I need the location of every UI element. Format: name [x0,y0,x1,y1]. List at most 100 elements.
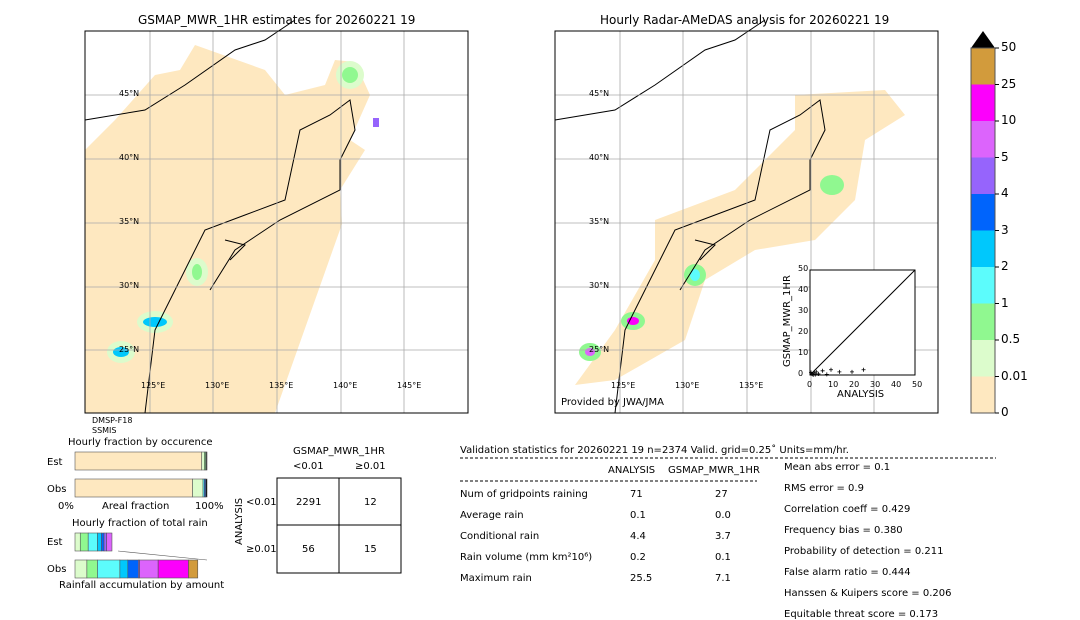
occurrence-est-segment [201,451,205,471]
occurrence-obs-segment [192,478,204,498]
rain-obs-segment [74,559,88,579]
colorbar-segment [971,230,995,267]
cont-cell-22: 15 [364,544,377,555]
scatter-xtick: 0 [807,380,813,389]
scatter-ytick: 30 [798,306,809,315]
right-lat-label: 35°N [589,217,610,226]
scatter-point [829,367,833,372]
stats-analysis-value: 0.2 [630,552,646,563]
stats-score: RMS error = 0.9 [784,483,864,494]
stats-header: Validation statistics for 20260221 19 n=… [460,445,849,456]
rain-est-segment [79,532,89,552]
cont-row-1: <0.01 [246,497,277,508]
stats-col-analysis: ANALYSIS [608,465,656,476]
scatter-point [816,371,821,376]
stats-score: Probability of detection = 0.211 [784,546,944,557]
scatter-diagonal [809,269,916,376]
rain-est-segment [101,532,105,552]
colorbar-tick-label: 25 [1001,76,1017,91]
right-lon-label: 135°E [739,381,764,390]
rain-est-segment [74,532,81,552]
stats-score: Correlation coeff = 0.429 [784,504,911,515]
left-lon-label: 135°E [269,381,294,390]
rain-est-label: Est [47,537,63,548]
contingency-title: GSMAP_MWR_1HR [293,446,385,457]
stats-analysis-value: 0.1 [630,510,646,521]
occurrence-est-segment [74,451,203,471]
stats-row-label: Average rain [460,510,524,521]
colorbar-tick-label: 0.01 [1001,368,1028,383]
left-lat-label: 40°N [119,153,140,162]
rain-obs-segment [119,559,129,579]
rain-obs-segment [139,559,159,579]
left-lon-label: 140°E [333,381,358,390]
rain-est-segment [106,532,113,552]
colorbar-tick-label: 0 [1001,405,1009,419]
credit-label: Provided by JWA/JMA [561,397,664,408]
colorbar-segment [971,376,995,413]
colorbar-tick-label: 4 [1001,186,1009,200]
left-lat-label: 25°N [119,345,140,354]
rain-obs-label: Obs [47,564,67,575]
scatter-ytick: 50 [798,264,809,273]
colorbar-segment [971,48,995,85]
rain-core [342,67,358,83]
rain-obs-segment [188,559,199,579]
colorbar-tick-label: 1 [1001,295,1009,310]
stats-row-label: Rain volume (mm km²10⁶) [460,552,593,563]
occ-0-label: 0% [58,501,74,512]
left-lon-label: 130°E [205,381,230,390]
cont-col-1: <0.01 [293,461,324,472]
rain-est-segment [97,532,102,552]
occ-100-label: 100% [195,501,224,512]
colorbar-tick-label: 3 [1001,222,1009,237]
stats-gsmap-value: 0.1 [715,552,731,563]
occurrence-obs-segment [205,478,208,498]
scatter-point [820,368,825,373]
scatter-ytick: 40 [798,285,809,294]
sensor-type-label: SSMIS [92,426,117,435]
scatter-point [861,367,866,372]
right-map-coverage [575,90,905,385]
right-lat-label: 40°N [589,153,610,162]
cont-cell-21: 56 [302,544,315,555]
scatter-point [814,369,819,374]
rain-max-cell [373,118,379,127]
colorbar-segment [971,121,995,158]
scatter-point [811,373,816,377]
colorbar-segment [971,84,995,121]
right-map-frame [554,30,939,414]
stats-gsmap-value: 27 [715,489,728,500]
stats-row-label: Maximum rain [460,573,532,584]
rain-est-segment [87,532,98,552]
colorbar-tick-label: 0.5 [1001,332,1021,346]
scatter-point [824,372,829,377]
rain-xlabel: Rainfall accumulation by amount [59,580,225,591]
scatter-point [837,369,842,374]
stats-analysis-value: 25.5 [630,573,653,584]
cont-row-2: ≥0.01 [246,544,277,555]
stats-score: Equitable threat score = 0.173 [784,609,939,620]
rain-obs-segment [86,559,98,579]
colorbar-tick-label: 2 [1001,259,1009,273]
scatter-point [809,370,814,375]
right-lat-label: 30°N [589,281,610,290]
occurrence-title: Hourly fraction by occurence [68,437,213,448]
stats-analysis-value: 4.4 [630,531,646,542]
occurrence-obs-segment [74,478,193,498]
stats-gsmap-value: 7.1 [715,573,731,584]
left-map-title: GSMAP_MWR_1HR estimates for 20260221 19 [138,13,416,27]
left-lat-label: 45°N [119,89,140,98]
rain-obs-segment [157,559,189,579]
scatter-ytick: 10 [798,348,809,357]
colorbar-tick-label: 10 [1001,113,1017,127]
right-lat-label: 25°N [589,345,610,354]
sensor-label: DMSP-F18 [92,416,133,425]
stats-score: Frequency bias = 0.380 [784,525,903,536]
rain-obs-segment [127,559,139,579]
right-map-coastline [554,19,826,414]
stats-gsmap-value: 3.7 [715,531,731,542]
rain-obs-segment [97,559,121,579]
stats-gsmap-value: 0.0 [715,510,731,521]
cont-row-axis: ANALYSIS [234,497,245,545]
